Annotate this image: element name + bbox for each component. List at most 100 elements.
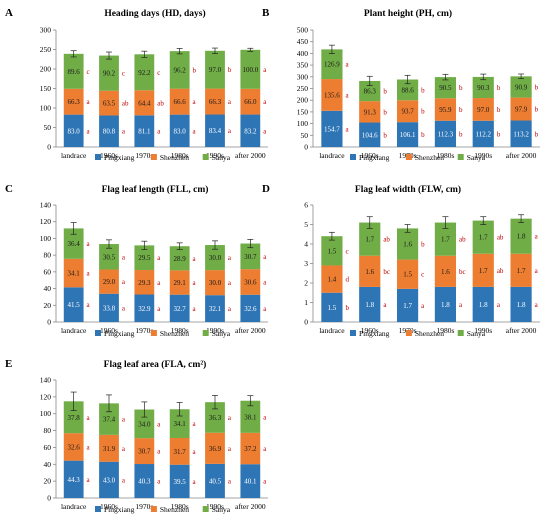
significance-letter: c: [157, 69, 160, 77]
x-tick-label: after 2000: [506, 151, 537, 160]
x-tick-label: after 2000: [235, 151, 266, 160]
significance-letter: a: [346, 61, 350, 69]
panel-label: E: [5, 358, 12, 370]
data-label: 1.8: [441, 301, 450, 309]
bar-segment-sanya: [321, 49, 343, 80]
bar-segment-pingxiang: [63, 287, 84, 322]
significance-letter: a: [228, 279, 232, 287]
significance-letter: b: [193, 66, 197, 74]
data-label: 32.6: [244, 305, 257, 313]
panel-label: A: [5, 7, 13, 19]
significance-letter: c: [87, 68, 90, 76]
data-label: 30.7: [244, 253, 257, 261]
significance-letter: a: [193, 279, 197, 287]
significance-letter: a: [459, 301, 463, 309]
x-tick-label: 1990s: [206, 326, 224, 335]
data-label: 30.0: [209, 279, 222, 287]
significance-letter: c: [421, 271, 424, 279]
data-label: 1.7: [517, 267, 526, 275]
bar-segment-sanya: [205, 402, 225, 433]
x-tick-label: 1990s: [206, 151, 224, 160]
significance-letter: d: [346, 276, 350, 284]
legend-swatch-pingxiang: [95, 330, 101, 336]
data-label: 1.6: [441, 268, 450, 276]
significance-letter: a: [228, 98, 232, 106]
legend-swatch-shenzhen: [150, 154, 157, 160]
bar-segment-shenzhen: [63, 88, 84, 115]
y-tick-label: 4: [304, 240, 308, 249]
y-tick-label: 20: [44, 301, 52, 310]
data-label: 91.3: [364, 108, 377, 116]
significance-letter: a: [346, 125, 350, 133]
data-label: 64.4: [138, 99, 151, 107]
bar-segment-shenzhen: [240, 432, 261, 465]
bar-segment-pingxiang: [434, 120, 457, 147]
data-label: 1.5: [328, 247, 337, 255]
significance-letter: a: [87, 240, 91, 248]
bar-segment-pingxiang: [205, 463, 225, 498]
y-tick-label: 0: [47, 143, 51, 152]
data-label: 38.1: [244, 413, 257, 421]
data-label: 112.3: [438, 130, 454, 138]
data-label: 28.9: [174, 255, 187, 263]
chart-title: Heading days (HD, days): [104, 8, 205, 19]
bar-segment-shenzhen: [472, 98, 494, 121]
bar-segment-sanya: [321, 236, 343, 266]
significance-letter: a: [122, 416, 126, 424]
significance-letter: a: [122, 304, 126, 312]
significance-letter: ab: [497, 267, 504, 275]
data-label: 80.8: [103, 128, 116, 136]
significance-letter: b: [535, 130, 539, 138]
legend-swatch-pingxiang: [95, 506, 101, 512]
significance-letter: b: [228, 66, 232, 74]
bar-segment-sanya: [240, 49, 261, 89]
data-label: 29.5: [138, 254, 151, 262]
data-label: 83.4: [209, 127, 222, 135]
x-tick-label: landrace: [319, 326, 345, 335]
y-tick-label: 140: [40, 376, 52, 385]
x-tick-label: landrace: [319, 151, 345, 160]
data-label: 97.0: [209, 66, 222, 74]
panel-label: C: [5, 183, 13, 195]
significance-letter: b: [459, 130, 463, 138]
legend-label: Sanya: [212, 153, 231, 162]
significance-letter: b: [459, 84, 463, 92]
significance-letter: ab: [122, 100, 129, 108]
significance-letter: b: [497, 84, 501, 92]
bar-segment-shenzhen: [99, 269, 119, 294]
y-tick-label: 40: [44, 284, 52, 293]
x-tick-label: 1990s: [474, 326, 492, 335]
bar-segment-sanya: [205, 245, 225, 271]
legend-label: Sanya: [212, 329, 231, 338]
legend-label: Shenzhen: [160, 329, 189, 338]
data-label: 1.7: [479, 267, 488, 275]
bar-segment-pingxiang: [359, 286, 381, 322]
data-label: 63.5: [103, 100, 116, 108]
data-label: 83.2: [244, 127, 257, 135]
bar-segment-pingxiang: [99, 461, 119, 498]
legend-swatch-shenzhen: [405, 330, 412, 336]
y-tick-label: 350: [297, 61, 309, 70]
legend-swatch-shenzhen: [150, 506, 157, 512]
legend-swatch-pingxiang: [350, 154, 356, 160]
y-tick-label: 2: [304, 279, 308, 288]
y-tick-label: 40: [44, 460, 52, 469]
significance-letter: b: [535, 106, 539, 114]
bar-segment-sanya: [99, 403, 119, 435]
bar-segment-pingxiang: [321, 110, 343, 147]
bar-segment-shenzhen: [434, 98, 457, 121]
significance-letter: a: [157, 128, 161, 136]
data-label: 36.4: [68, 240, 81, 248]
legend-swatch-sanya: [202, 506, 209, 512]
x-tick-label: 1990s: [206, 502, 224, 511]
bar-segment-shenzhen: [169, 437, 190, 465]
bar-segment-shenzhen: [321, 265, 343, 293]
y-tick-label: 500: [297, 26, 309, 35]
significance-letter: a: [228, 254, 232, 262]
data-label: 96.2: [174, 66, 187, 74]
data-label: 30.5: [103, 253, 116, 261]
bar-segment-sanya: [63, 228, 84, 259]
y-tick-label: 50: [44, 123, 52, 132]
y-tick-label: 250: [297, 84, 309, 93]
